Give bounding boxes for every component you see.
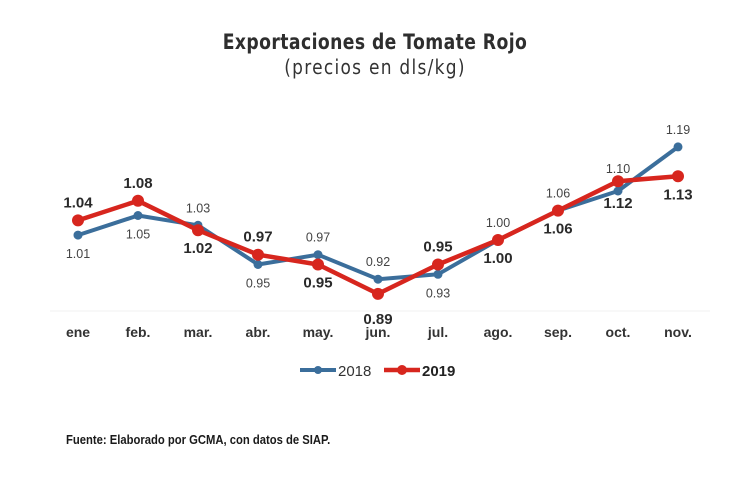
data-point-2018-9 (613, 186, 623, 196)
data-label-2019-1: 1.08 (123, 175, 152, 192)
data-label-2019-7: 1.00 (483, 250, 512, 267)
series-lines (72, 142, 684, 300)
data-label-2018-6: 0.93 (426, 286, 450, 300)
data-point-2019-5 (372, 287, 384, 300)
x-tick-labels: ene feb. mar. abr. may. jun. jul. ago. sep. oct. n… (66, 324, 692, 340)
data-point-2019-9 (612, 175, 624, 188)
x-tick-label: sep. (544, 324, 572, 340)
x-tick-label: jul. (427, 324, 448, 340)
data-label-2018-2: 1.03 (186, 201, 210, 215)
data-label-2019-8: 1.06 (543, 221, 572, 238)
data-label-2019-0: 1.04 (63, 194, 93, 211)
x-tick-label: jun. (365, 324, 391, 340)
data-label-2018-0: 1.01 (66, 247, 90, 261)
x-tick-label: feb. (126, 324, 151, 340)
legend-label-2018: 2018 (338, 363, 371, 380)
data-point-2019-10 (672, 170, 684, 183)
data-point-2019-6 (432, 258, 444, 271)
data-label-2019-3: 0.97 (243, 229, 272, 246)
x-tick-label: nov. (664, 324, 692, 340)
data-label-2019-2: 1.02 (183, 240, 212, 257)
data-point-2019-1 (132, 194, 144, 207)
x-tick-label: ene (66, 324, 90, 340)
chart-subtitle: (precios en dls/kg) (284, 55, 466, 79)
legend-marker-2018 (314, 366, 322, 374)
data-label-2018-3: 0.95 (246, 277, 270, 291)
data-label-2018-9: 1.10 (606, 162, 630, 176)
data-label-2019-9: 1.12 (603, 195, 632, 212)
data-point-2019-4 (312, 258, 324, 271)
data-label-2018-5: 0.92 (366, 255, 390, 269)
data-point-2018-5 (373, 274, 383, 284)
data-point-2018-10 (673, 142, 683, 152)
data-point-2019-2 (192, 224, 204, 237)
data-label-2018-1: 1.05 (126, 228, 150, 242)
data-label-2019-4: 0.95 (303, 275, 332, 292)
data-point-2018-3 (253, 260, 263, 269)
data-label-2019-10: 1.13 (663, 186, 692, 203)
data-point-2019-8 (552, 204, 564, 217)
data-label-2018-7: 1.00 (486, 216, 510, 230)
data-label-2018-4: 0.97 (306, 231, 330, 245)
legend-label-2019: 2019 (422, 363, 455, 380)
data-point-2018-4 (313, 250, 323, 260)
data-point-2019-0 (72, 214, 84, 227)
x-tick-label: mar. (184, 324, 213, 340)
data-point-2018-1 (133, 211, 143, 220)
x-tick-label: may. (303, 324, 334, 340)
legend-marker-2019 (397, 365, 407, 375)
data-label-2019-6: 0.95 (423, 239, 452, 256)
data-point-2019-3 (252, 248, 264, 261)
data-labels: 1.01 1.04 1.05 1.08 1.03 1.02 0.95 0.97 0.97 0.95… (63, 123, 692, 328)
data-point-2018-0 (73, 230, 83, 240)
data-label-2018-10: 1.19 (666, 123, 690, 137)
data-label-2018-8: 1.06 (546, 187, 570, 201)
data-point-2018-6 (433, 269, 443, 279)
x-tick-label: oct. (606, 324, 631, 340)
chart-title: Exportaciones de Tomate Rojo (222, 30, 528, 54)
data-label-2019-5: 0.89 (363, 311, 392, 328)
x-tick-label: ago. (484, 324, 513, 340)
x-tick-label: abr. (246, 324, 271, 340)
source-note: Fuente: Elaborado por GCMA, con datos de… (66, 433, 331, 447)
data-point-2019-7 (492, 234, 504, 246)
legend: 2018 2019 (300, 363, 455, 380)
